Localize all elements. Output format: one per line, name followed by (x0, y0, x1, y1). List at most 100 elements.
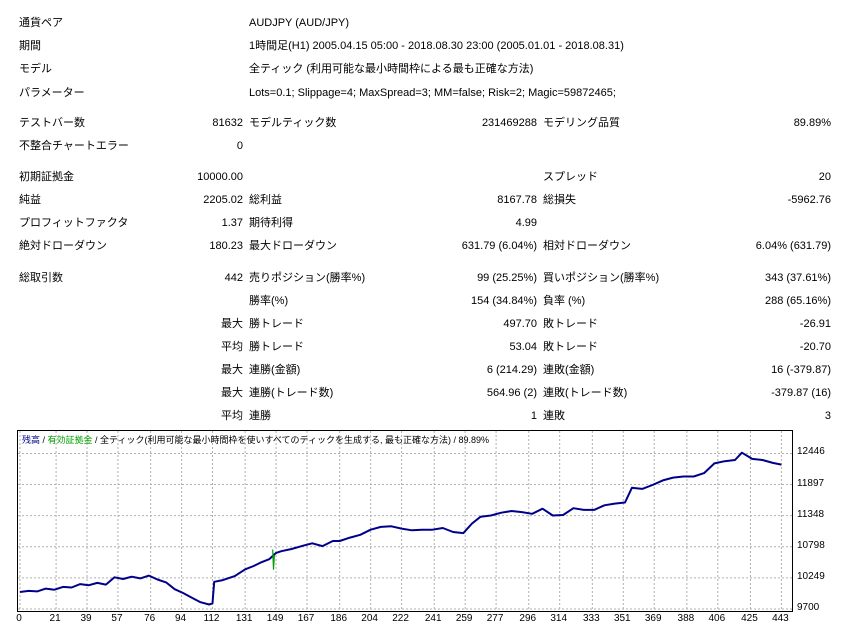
net-value: 2205.02 (203, 194, 243, 206)
x-tick-label: 259 (455, 613, 473, 624)
x-tick-label: 443 (772, 613, 789, 624)
x-tick-label: 296 (519, 613, 537, 624)
balance-chart-svg (18, 431, 792, 611)
trades-label: 総取引数 (19, 272, 63, 284)
avg-loss-value: -20.70 (799, 341, 831, 353)
trades-value: 442 (224, 272, 243, 284)
avg-win-label: 勝トレード (249, 341, 304, 353)
max-consec-wins-label: 連勝(金額) (249, 364, 301, 376)
x-tick-label: 186 (330, 613, 348, 624)
long-value: 343 (37.61%) (764, 272, 831, 284)
legend-rest: / 全ティック(利用可能な最小時間枠を使いすべてのティックを生成する, 最も正確… (92, 435, 490, 445)
x-tick-label: 314 (550, 613, 568, 624)
ticks-label: モデルティック数 (249, 117, 337, 129)
x-tick-label: 57 (111, 613, 123, 624)
x-tick-label: 39 (80, 613, 92, 624)
y-tick-label: 9700 (797, 602, 820, 613)
max-consec-losses-value: 16 (-379.87) (771, 364, 831, 376)
short-value: 99 (25.25%) (477, 272, 537, 284)
pf-value: 1.37 (221, 217, 243, 229)
errors-value: 0 (236, 140, 243, 152)
max-consec-profit-value: 564.96 (2) (486, 387, 537, 399)
legend-equity: 有効証拠金 (47, 435, 93, 445)
params-value: Lots=0.1; Slippage=4; MaxSpread=3; MM=fa… (249, 87, 616, 99)
max-consec-profit-label: 連勝(トレード数) (249, 387, 334, 399)
max-dd-label: 最大ドローダウン (249, 240, 337, 252)
expected-value: 4.99 (515, 217, 537, 229)
loss-label: 負率 (%) (543, 295, 586, 307)
x-tick-label: 94 (175, 613, 187, 624)
model-value: 全ティック (利用可能な最小時間枠による最も正確な方法) (249, 63, 534, 75)
avg-consec-wins-label: 連勝 (249, 410, 271, 422)
avg-consec-wins-value: 1 (530, 410, 537, 422)
max-label-2: 最大 (221, 364, 243, 376)
bars-label: テストバー数 (19, 117, 85, 129)
x-tick-label: 388 (677, 613, 695, 624)
largest-win-value: 497.70 (503, 318, 537, 330)
x-tick-label: 222 (392, 613, 409, 624)
params-label: パラメーター (19, 87, 85, 99)
rel-dd-label: 相対ドローダウン (543, 240, 631, 252)
deposit-value: 10000.00 (197, 171, 243, 183)
largest-loss-value: -26.91 (799, 318, 831, 330)
pf-label: プロフィットファクタ (19, 217, 129, 229)
x-tick-label: 131 (235, 613, 253, 624)
abs-dd-value: 180.23 (209, 240, 243, 252)
x-tick-label: 351 (613, 613, 631, 624)
avg-win-value: 53.04 (509, 341, 537, 353)
gross-profit-value: 8167.78 (497, 194, 537, 206)
loss-value: 288 (65.16%) (764, 295, 831, 307)
max-consec-loss-label: 連敗(トレード数) (543, 387, 628, 399)
max-consec-wins-value: 6 (214.29) (486, 364, 537, 376)
gross-profit-label: 総利益 (249, 194, 282, 206)
avg-consec-losses-value: 3 (824, 410, 831, 422)
quality-label: モデリング品質 (543, 117, 620, 129)
spread-value: 20 (818, 171, 831, 183)
x-tick-label: 167 (297, 613, 315, 624)
deposit-label: 初期証拠金 (19, 171, 74, 183)
bars-value: 81632 (212, 117, 243, 129)
avg-label-1: 平均 (221, 341, 243, 353)
period-label: 期間 (19, 40, 41, 52)
x-tick-label: 241 (424, 613, 442, 624)
max-label-1: 最大 (221, 318, 243, 330)
chart-legend: 残高 / 有効証拠金 / 全ティック(利用可能な最小時間枠を使いすべてのティック… (22, 434, 489, 446)
y-tick-label: 11897 (797, 477, 825, 489)
x-tick-label: 425 (741, 613, 758, 624)
expected-label: 期待利得 (249, 217, 293, 229)
y-tick-label: 10798 (797, 539, 825, 551)
max-label-3: 最大 (221, 387, 243, 399)
max-consec-loss-value: -379.87 (16) (771, 387, 831, 399)
legend-sep: / (40, 435, 48, 445)
rel-dd-value: 6.04% (631.79) (755, 240, 831, 252)
max-dd-value: 631.79 (6.04%) (461, 240, 537, 252)
long-label: 買いポジション(勝率%) (543, 272, 660, 284)
equity-line (272, 549, 275, 570)
win-label: 勝率(%) (249, 295, 289, 307)
quality-value: 89.89% (793, 117, 831, 129)
avg-loss-label: 敗トレード (543, 341, 598, 353)
x-tick-label: 0 (16, 613, 22, 624)
y-tick-label: 12446 (797, 446, 825, 458)
x-tick-label: 76 (144, 613, 156, 624)
x-tick-label: 333 (583, 613, 600, 624)
spread-label: スプレッド (543, 171, 598, 183)
gross-loss-value: -5962.76 (787, 194, 831, 206)
short-label: 売りポジション(勝率%) (249, 272, 366, 284)
x-tick-label: 369 (644, 613, 662, 624)
y-tick-label: 10249 (797, 570, 825, 582)
model-label: モデル (19, 63, 52, 75)
gross-loss-label: 総損失 (543, 194, 576, 206)
largest-loss-label: 敗トレード (543, 318, 598, 330)
ticks-value: 231469288 (481, 117, 537, 129)
period-value: 1時間足(H1) 2005.04.15 05:00 - 2018.08.30 2… (249, 40, 624, 52)
x-tick-label: 112 (203, 613, 220, 624)
symbol-label: 通貨ペア (19, 17, 63, 29)
symbol-value: AUDJPY (AUD/JPY) (249, 17, 350, 29)
abs-dd-label: 絶対ドローダウン (19, 240, 107, 252)
x-tick-label: 204 (361, 613, 378, 624)
balance-chart (17, 430, 793, 612)
avg-consec-losses-label: 連敗 (543, 410, 565, 422)
legend-balance: 残高 (22, 435, 41, 445)
x-tick-label: 21 (49, 613, 61, 624)
